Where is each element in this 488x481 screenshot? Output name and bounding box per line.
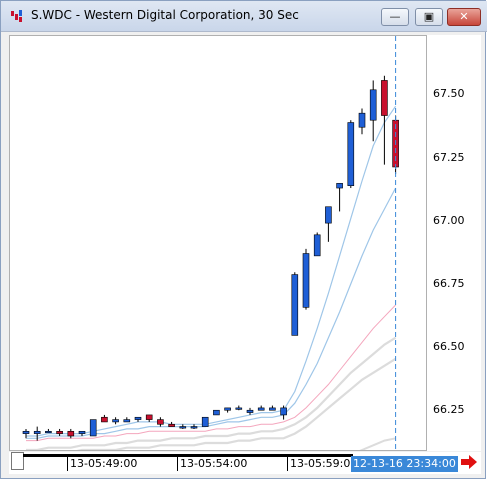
price-tick-label: 66.50	[433, 340, 465, 353]
time-axis-line	[23, 454, 353, 457]
up-candle	[112, 419, 119, 423]
up-candle	[347, 122, 355, 186]
down-candle	[101, 416, 108, 423]
moving-average-line	[76, 357, 397, 450]
price-plot[interactable]	[9, 35, 427, 451]
up-candle	[291, 274, 299, 336]
scroll-right-arrow-icon[interactable]	[461, 455, 477, 469]
price-tick-label: 67.00	[433, 214, 465, 227]
close-button[interactable]: ✕	[447, 8, 481, 26]
up-candle	[358, 112, 366, 128]
restore-button[interactable]: ▣	[415, 8, 443, 26]
down-candle	[168, 423, 175, 427]
scroll-lock-checkbox[interactable]	[11, 452, 24, 470]
down-candle	[381, 80, 388, 116]
price-tick-label: 66.75	[433, 277, 465, 290]
up-candle	[33, 430, 41, 434]
price-tick-label: 66.25	[433, 403, 465, 416]
up-candle	[224, 407, 231, 411]
time-axis: 13-05:49:00 13-05:54:00 13-05:59:00 12-1…	[9, 452, 481, 474]
down-candle	[145, 414, 153, 420]
price-tick-label: 67.25	[433, 151, 465, 164]
down-candle	[67, 430, 75, 437]
up-candle	[369, 89, 377, 121]
title-bar[interactable]: S.WDC - Western Digital Corporation, 30 …	[1, 1, 487, 32]
window-title: S.WDC - Western Digital Corporation, 30 …	[31, 8, 299, 22]
minimize-button[interactable]: —	[381, 8, 409, 26]
up-candle	[201, 416, 209, 427]
up-candle	[89, 419, 97, 437]
up-candle	[257, 407, 265, 411]
down-candle	[56, 430, 63, 434]
time-tick	[287, 454, 288, 471]
candlestick-chart[interactable]	[10, 36, 426, 450]
close-icon: ✕	[459, 10, 469, 23]
up-candle	[313, 234, 321, 257]
up-candle	[213, 409, 220, 416]
time-tick-label: 13-05:59:00	[290, 457, 358, 470]
up-candle	[235, 407, 243, 410]
time-tick-label: 13-05:54:00	[180, 457, 248, 470]
moving-average-line	[26, 187, 397, 439]
down-candle	[157, 419, 164, 425]
up-candle	[190, 426, 198, 429]
up-candle	[280, 407, 287, 416]
moving-average-line	[26, 105, 397, 437]
up-candle	[302, 253, 310, 308]
up-candle	[45, 430, 52, 434]
up-candle	[78, 430, 86, 434]
up-candle	[134, 416, 142, 420]
time-tick-label: 13-05:49:00	[70, 457, 138, 470]
time-tick	[67, 454, 68, 471]
restore-icon: ▣	[423, 10, 435, 23]
current-time-label: 12-13-16 23:34:00	[351, 456, 458, 472]
up-candle	[246, 409, 254, 413]
moving-average-line	[26, 304, 396, 442]
minimize-icon: —	[389, 10, 401, 23]
chart-app-icon	[11, 10, 22, 22]
up-candle	[123, 419, 131, 423]
up-candle	[336, 183, 343, 189]
moving-average-line	[359, 437, 396, 450]
up-candle	[179, 426, 187, 429]
price-axis: 67.50 67.25 67.00 66.75 66.50 66.25	[427, 35, 481, 451]
moving-average-line	[26, 336, 397, 450]
up-candle	[325, 206, 332, 224]
price-tick-label: 67.50	[433, 87, 465, 100]
up-candle	[22, 430, 30, 434]
time-tick	[177, 454, 178, 471]
up-candle	[269, 407, 276, 411]
